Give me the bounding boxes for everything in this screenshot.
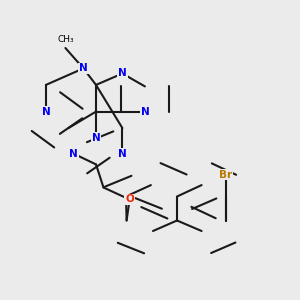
Text: Br: Br (219, 169, 232, 180)
Text: N: N (140, 106, 149, 117)
Text: CH₃: CH₃ (57, 35, 74, 44)
Text: N: N (69, 148, 78, 159)
Text: N: N (118, 148, 127, 159)
Text: N: N (41, 106, 50, 117)
Text: N: N (92, 133, 100, 143)
Text: N: N (79, 63, 88, 74)
Text: O: O (125, 194, 134, 205)
Text: N: N (118, 68, 127, 79)
